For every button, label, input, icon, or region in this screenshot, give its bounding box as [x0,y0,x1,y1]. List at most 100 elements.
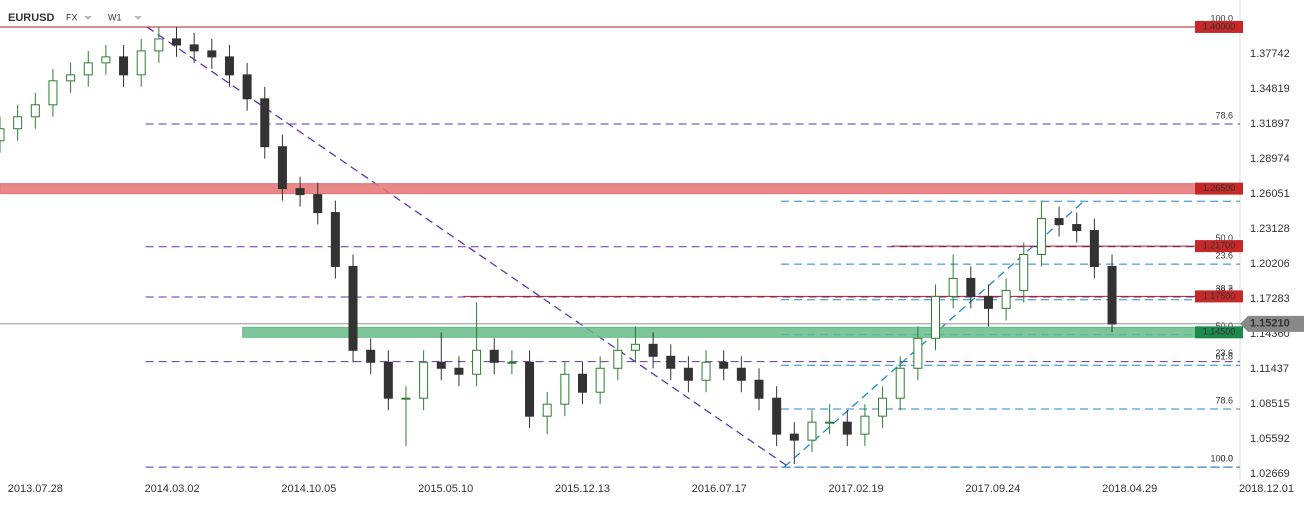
level-label: 1.21700 [1203,240,1236,250]
candle-body [825,421,835,424]
x-tick-label: 2016.07.17 [692,483,747,495]
fib-label: 0.0 [1220,453,1233,463]
candle-body [83,62,93,76]
candle-body [366,349,376,363]
candle-body [507,361,517,364]
candle-body [701,361,711,381]
level-band [0,183,1241,195]
candle-body [419,361,429,399]
y-tick-label: 1.05592 [1250,433,1290,445]
candle-body [648,343,658,357]
fib-label: 50.0 [1215,321,1233,331]
timeframe: W1 [108,12,122,22]
candle-body [172,38,182,46]
candle-body [101,56,111,64]
candle-body [30,104,40,118]
candle-body [1019,253,1029,291]
candle-body [436,361,446,369]
candle-body [277,146,287,190]
candle-body [931,295,941,339]
level-tag [1195,182,1243,195]
y-tick-label: 1.37742 [1250,48,1290,60]
candle-body [913,337,923,369]
x-tick-label: 2018.12.01 [1239,483,1294,495]
y-tick-label: 1.20206 [1250,258,1290,270]
x-tick-label: 2015.12.13 [555,483,610,495]
candle-body [966,277,976,297]
candle-body [683,367,693,381]
candle-body [330,212,340,267]
candle-body [224,56,234,76]
level-label: 1.40000 [1203,21,1236,31]
candle-body [0,128,5,142]
candle-body [1107,265,1117,325]
candle-body [1036,218,1046,255]
candle-body [383,361,393,399]
candle-body [489,349,499,363]
candle-body [772,397,782,435]
fib-label: 100.0 [1210,13,1233,23]
candle-body [1072,224,1082,232]
x-tick-label: 2015.05.10 [418,483,473,495]
candle-body [895,367,905,399]
candle-body [119,56,129,76]
dropdown-icon[interactable] [134,16,142,20]
candle-body [189,44,199,52]
candle-body [313,194,323,214]
candle-body [136,50,146,76]
candle-body [1001,289,1011,309]
fib-label: 100.0 [1210,453,1233,463]
y-tick-label: 1.02669 [1250,468,1290,480]
candle-body [560,373,570,405]
candle-body [613,349,623,369]
candle-body [348,265,358,351]
candle-body [1089,230,1099,267]
y-tick-label: 1.34819 [1250,83,1290,95]
dropdown-icon[interactable] [84,16,92,20]
fib-label: 23.6 [1215,348,1233,358]
candle-body [66,74,76,82]
candle-body [807,421,817,441]
y-tick-label: 1.26051 [1250,188,1290,200]
fib-label: 61.8 [1215,352,1233,362]
y-tick-label: 1.11437 [1250,363,1289,375]
symbol: EURUSD [8,12,55,24]
last-price-tag [1240,315,1304,332]
candle-body [719,361,729,369]
candle-body [48,80,58,106]
level-tag [1195,326,1243,339]
candle-body [1054,218,1064,226]
fib-label: 50.0 [1215,233,1233,243]
candle-body [242,74,252,100]
x-tick-label: 2018.04.29 [1102,483,1157,495]
candle-body [13,116,23,130]
candle-body [525,361,535,417]
x-tick-label: 2017.09.24 [965,483,1020,495]
y-tick-label: 1.17283 [1250,293,1290,305]
x-tick-label: 2017.02.19 [829,483,884,495]
level-tag [1195,290,1243,303]
y-tick-label: 1.23128 [1250,223,1290,235]
x-tick-label: 2013.07.28 [8,483,63,495]
y-tick-label: 1.08515 [1250,398,1290,410]
level-label: 1.17500 [1203,291,1236,301]
candle-body [860,415,870,435]
market: FX [66,12,78,22]
candle-body [666,355,676,369]
candle-body [789,433,799,441]
candle-body [454,367,464,375]
x-tick-label: 2014.03.02 [145,483,200,495]
candle-body [948,277,958,297]
fib-label: 23.6 [1215,250,1233,260]
fib-label: 78.6 [1215,395,1233,405]
fib-label: 38.2 [1215,283,1233,293]
candle-body [577,373,587,393]
candle-body [260,98,270,148]
level-tag [1195,240,1243,253]
level-tag [1195,20,1243,33]
y-tick-label: 1.28974 [1250,153,1290,165]
level-label: 1.26500 [1203,183,1236,193]
candle-body [207,50,217,58]
y-tick-label: 1.31897 [1250,118,1290,130]
candle-body [754,379,764,399]
